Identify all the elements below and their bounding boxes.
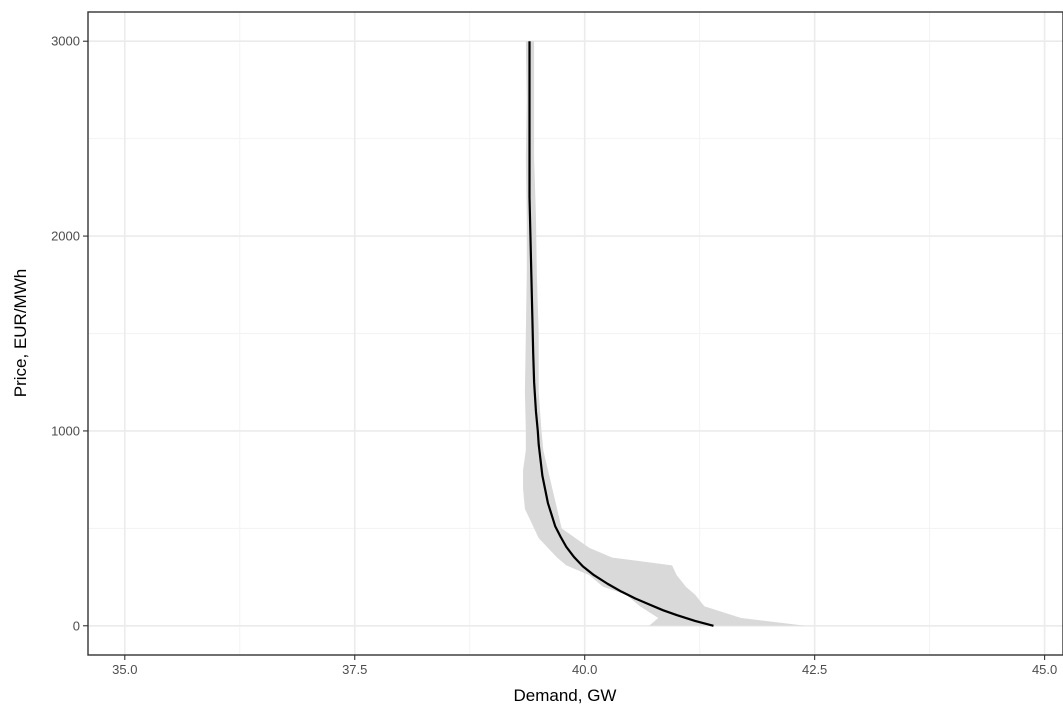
y-axis-title: Price, EUR/MWh bbox=[11, 269, 30, 397]
panel-border bbox=[87, 11, 1063, 656]
x-tick-label: 42.5 bbox=[802, 662, 827, 677]
y-tick-label: 3000 bbox=[51, 34, 80, 49]
x-tick-label: 40.0 bbox=[572, 662, 597, 677]
x-tick-label: 45.0 bbox=[1032, 662, 1057, 677]
grid-layer bbox=[88, 12, 1063, 655]
y-tick-label: 1000 bbox=[51, 423, 80, 438]
demand-curve-line bbox=[528, 41, 714, 627]
x-tick-label: 35.0 bbox=[112, 662, 137, 677]
y-tick-label: 0 bbox=[73, 618, 80, 633]
x-axis-title: Demand, GW bbox=[514, 686, 617, 705]
demand-line-layer bbox=[528, 41, 714, 627]
x-tick-label: 37.5 bbox=[342, 662, 367, 677]
axis-layer: 35.0 37.5 40.0 42.5 45.0 0 1000 2000 3000 bbox=[51, 11, 1063, 677]
y-tick-label: 2000 bbox=[51, 229, 80, 244]
